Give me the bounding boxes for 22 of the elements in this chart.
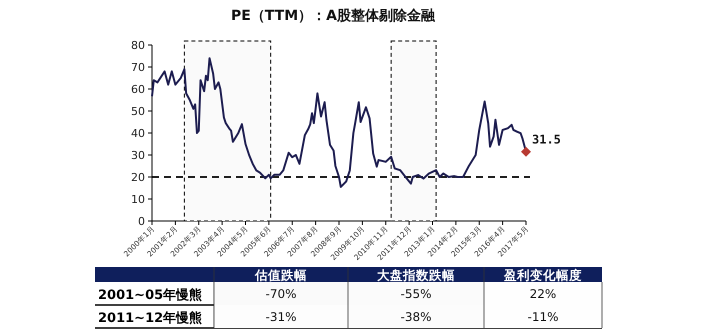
data-label: 22% [530, 287, 556, 301]
data-label: -31% [265, 310, 297, 324]
y-tick-label: 40 [131, 127, 145, 140]
x-tick-label: 估值跌幅 [254, 268, 307, 282]
data-label: -38% [400, 310, 432, 324]
y-tick-label: 0 [138, 215, 145, 228]
x-tick-label: 大盘指数跌幅 [377, 268, 455, 282]
y-tick-label: 2011~12年慢熊 [98, 310, 202, 326]
y-tick-label: 50 [131, 105, 145, 118]
data-label: -55% [400, 287, 432, 301]
data-label: 31.5 [532, 132, 561, 147]
chart-title: PE（TTM）：A股整体剔除金融 [230, 8, 436, 24]
data-label: -70% [265, 287, 297, 301]
data-label: -11% [527, 310, 559, 324]
y-tick-label: 60 [131, 83, 145, 96]
y-tick-label: 10 [131, 193, 145, 206]
y-tick-label: 20 [131, 171, 145, 184]
y-tick-label: 2001~05年慢熊 [98, 287, 202, 303]
x-tick-label: 盈利变化幅度 [503, 268, 582, 282]
y-tick-label: 80 [131, 39, 145, 52]
y-tick-label: 70 [131, 61, 145, 74]
y-tick-label: 30 [131, 149, 145, 162]
